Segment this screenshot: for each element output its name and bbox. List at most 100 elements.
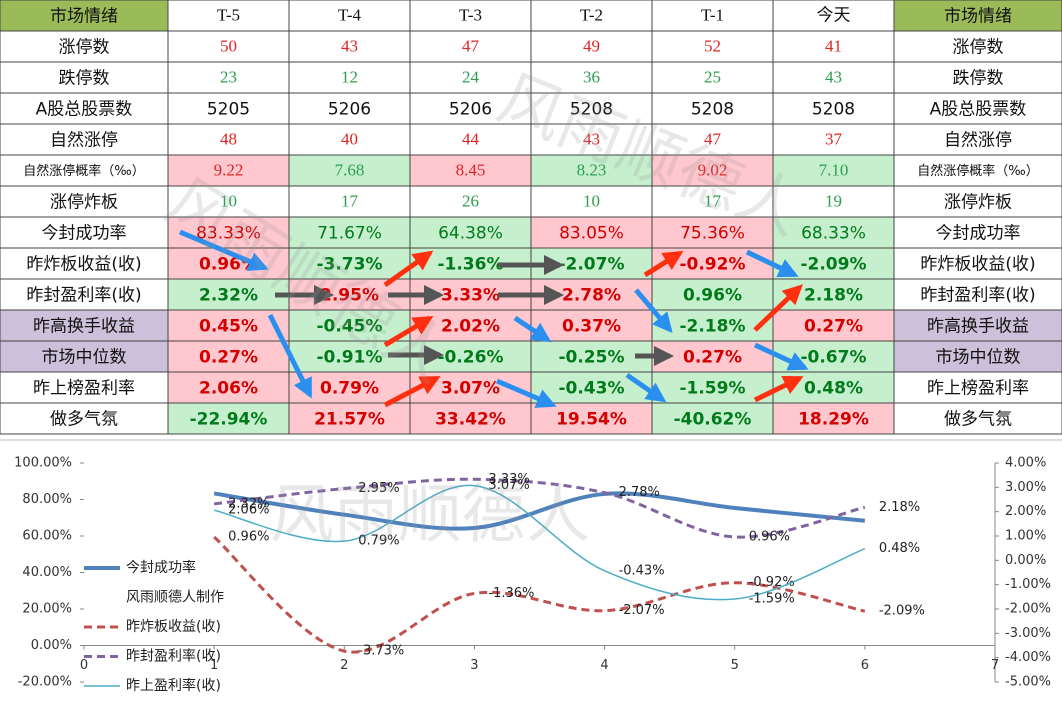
cell	[651, 61, 774, 94]
arrow	[496, 378, 557, 408]
header-text: T-2	[580, 5, 603, 24]
cell-text: 17	[704, 191, 722, 210]
cell	[409, 123, 532, 156]
cell-text: 25	[704, 67, 721, 86]
row-label: 市场中位数	[936, 348, 1021, 368]
row-label: 昨炸板收益(收)	[920, 255, 1035, 275]
row-label: 今封成功率	[936, 224, 1021, 244]
cell	[893, 309, 1062, 342]
cell	[167, 278, 290, 311]
row-label: 自然涨停概率（‰）	[917, 163, 1038, 179]
cell	[409, 61, 532, 94]
data-label: 0.48%	[879, 541, 920, 556]
watermark: 风雨顺德人	[270, 479, 590, 553]
y2-tick-label: -4.00%	[1005, 650, 1051, 665]
cell-text: -22.94%	[190, 410, 268, 430]
row-label: 昨高换手收益	[33, 317, 135, 337]
cell-text: 52	[704, 36, 721, 55]
row-label: 涨停炸板	[944, 193, 1012, 213]
cell-text: 2.02%	[441, 317, 500, 337]
data-label: -2.07%	[619, 603, 665, 618]
arrow	[267, 313, 313, 399]
cell-text: 24	[462, 67, 480, 86]
y2-tick-label: -5.00%	[1005, 675, 1051, 690]
cell	[651, 371, 774, 404]
row-label: 昨封盈利率(收)	[920, 286, 1035, 306]
cell-text: 48	[220, 129, 237, 148]
cell-text: 0.48%	[804, 379, 863, 399]
cell-text: 36	[583, 67, 600, 86]
cell	[0, 371, 169, 404]
y-tick-label: 0.00%	[31, 638, 72, 653]
cell-text: 43	[583, 129, 600, 148]
cell-text: 3.07%	[441, 379, 500, 399]
cell-text: 26	[462, 191, 479, 210]
data-label: 3.07%	[488, 478, 529, 493]
cell-text: 47	[704, 129, 722, 148]
cell-text: 23	[220, 67, 237, 86]
x-tick-label: 5	[731, 658, 739, 673]
data-label: 3.33%	[488, 472, 529, 487]
cell-text: 50	[220, 36, 237, 55]
cell-text: -3.73%	[316, 255, 382, 275]
cell	[288, 30, 411, 63]
x-tick-label: 0	[80, 658, 88, 673]
cell	[409, 92, 532, 125]
row-label: 做多气氛	[50, 410, 118, 430]
cell-text: 10	[220, 191, 237, 210]
row-label: 自然涨停	[944, 131, 1012, 151]
cell	[0, 30, 169, 63]
cell-text: 8.45	[456, 160, 486, 179]
cell	[530, 340, 653, 373]
cell-text: -0.91%	[316, 348, 382, 368]
cell-text: 40	[341, 129, 358, 148]
cell	[167, 61, 290, 94]
data-label: 0.96%	[749, 529, 790, 544]
cell-text: -2.07%	[558, 255, 624, 275]
cell-text: 41	[825, 36, 842, 55]
y-tick-label: 100.00%	[14, 456, 72, 471]
row-label: 市场中位数	[42, 348, 127, 368]
cell	[893, 185, 1062, 218]
cell-text: 5208	[691, 100, 734, 120]
cell-text: 19.54%	[556, 410, 627, 430]
cell	[772, 61, 895, 94]
cell	[893, 247, 1062, 280]
arrow	[383, 315, 434, 348]
row-label: 涨停数	[59, 38, 110, 58]
cell	[651, 30, 774, 63]
cell-text: 8.23	[577, 160, 607, 179]
header-text: T-1	[701, 5, 724, 24]
row-label: 自然涨停概率（‰）	[23, 163, 144, 179]
legend-label: 昨炸板收益(收)	[126, 619, 221, 635]
cell	[167, 402, 290, 435]
row-label: 昨上榜盈利率	[33, 379, 135, 399]
data-label: -3.73%	[358, 644, 404, 659]
cell-text: 71.67%	[317, 224, 382, 244]
row-label: 昨上榜盈利率	[927, 379, 1029, 399]
chart: 100.00%80.00%60.00%40.00%20.00%0.00%-20.…	[0, 439, 1062, 694]
header-cell	[772, 0, 895, 32]
cell-text: 43	[825, 67, 842, 86]
row-label: 跌停数	[59, 69, 110, 89]
cell-text: -2.18%	[679, 317, 745, 337]
cell-text: -1.59%	[679, 379, 745, 399]
data-label: 2.95%	[358, 481, 399, 496]
cell-text: 43	[341, 36, 358, 55]
x-tick-label: 3	[470, 658, 478, 673]
header-text: 市场情绪	[50, 7, 118, 27]
cell	[167, 185, 290, 218]
cell-text: 3.33%	[441, 286, 500, 306]
y-tick-label: -20.00%	[18, 675, 72, 690]
y2-tick-label: 4.00%	[1005, 456, 1046, 471]
x-tick-label: 4	[600, 658, 608, 673]
cell	[893, 340, 1062, 373]
series-line	[213, 477, 866, 539]
cell-text: -40.62%	[674, 410, 752, 430]
cell-text: 0.27%	[683, 348, 742, 368]
cell	[893, 216, 1062, 249]
row-label: 昨封盈利率(收)	[26, 286, 141, 306]
cell-text: 9.22	[214, 160, 244, 179]
cell	[772, 402, 895, 435]
